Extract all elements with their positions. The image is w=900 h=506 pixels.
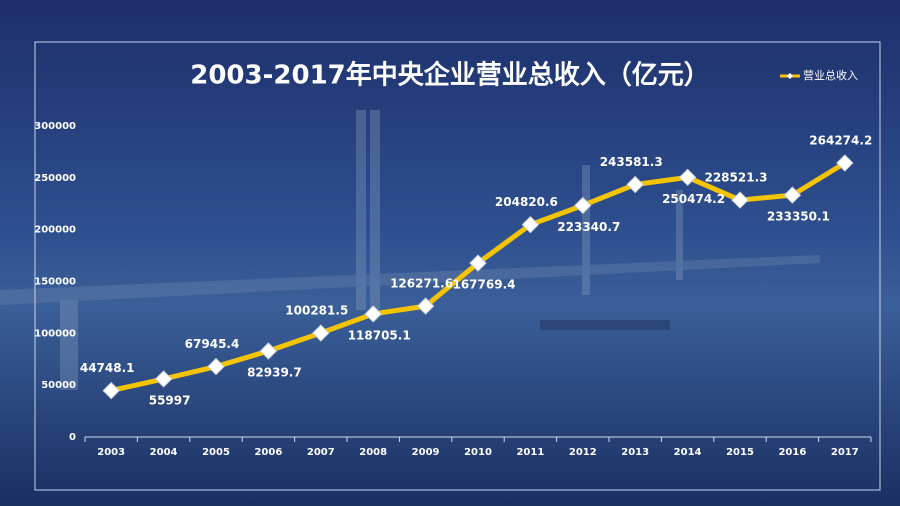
data-label: 264274.2 (809, 134, 872, 148)
data-point (364, 305, 382, 323)
data-label: 223340.7 (557, 220, 620, 234)
y-tick-label: 150000 (34, 277, 76, 288)
y-tick-label: 300000 (34, 121, 76, 132)
data-point (626, 175, 644, 194)
x-tick-label: 2017 (831, 447, 859, 458)
data-point (678, 168, 697, 187)
y-tick-label: 200000 (34, 225, 76, 236)
x-tick-label: 2005 (202, 447, 230, 458)
x-tick-label: 2015 (726, 447, 754, 458)
x-tick-label: 2007 (307, 447, 335, 458)
y-tick-label: 50000 (41, 380, 76, 391)
data-point (783, 186, 802, 204)
x-tick-label: 2008 (359, 447, 387, 458)
data-point (207, 357, 225, 376)
data-point (102, 381, 120, 400)
y-tick-label: 0 (69, 432, 76, 443)
data-point (259, 342, 278, 360)
legend-label: 营业总收入 (803, 68, 858, 82)
data-point (154, 370, 173, 388)
data-label: 250474.2 (662, 192, 725, 206)
x-tick-label: 2003 (97, 447, 125, 458)
data-label: 243581.3 (600, 155, 663, 169)
x-tick-label: 2006 (254, 447, 282, 458)
y-tick-label: 100000 (34, 328, 76, 339)
data-label: 100281.5 (285, 304, 348, 318)
bridge-photo (0, 110, 820, 390)
data-label: 167769.4 (452, 278, 515, 292)
x-tick-label: 2010 (464, 447, 492, 458)
x-tick-label: 2011 (516, 447, 544, 458)
data-label: 233350.1 (767, 210, 830, 224)
x-tick-label: 2009 (412, 447, 440, 458)
data-point (574, 196, 592, 215)
data-point (521, 215, 540, 234)
data-point (836, 154, 854, 172)
x-tick-label: 2013 (621, 447, 649, 458)
data-point (731, 191, 749, 209)
chart-title: 2003-2017年中央企业营业总收入（亿元） (190, 60, 710, 91)
y-tick-label: 250000 (34, 173, 76, 184)
data-label: 228521.3 (704, 171, 767, 185)
data-point (469, 254, 487, 272)
data-label: 44748.1 (80, 361, 135, 375)
data-label: 67945.4 (185, 337, 240, 351)
x-tick-label: 2014 (674, 447, 702, 458)
frame (34, 41, 881, 491)
data-label: 118705.1 (348, 328, 411, 342)
data-label: 82939.7 (247, 366, 302, 380)
x-tick-label: 2004 (150, 447, 178, 458)
x-tick-label: 2012 (569, 447, 597, 458)
data-point (416, 297, 435, 315)
data-label: 204820.6 (495, 195, 558, 209)
data-label: 55997 (149, 393, 191, 407)
x-tick-label: 2016 (778, 447, 806, 458)
legend-marker (787, 73, 793, 79)
data-point (312, 324, 330, 342)
data-label: 126271.6 (390, 277, 453, 291)
